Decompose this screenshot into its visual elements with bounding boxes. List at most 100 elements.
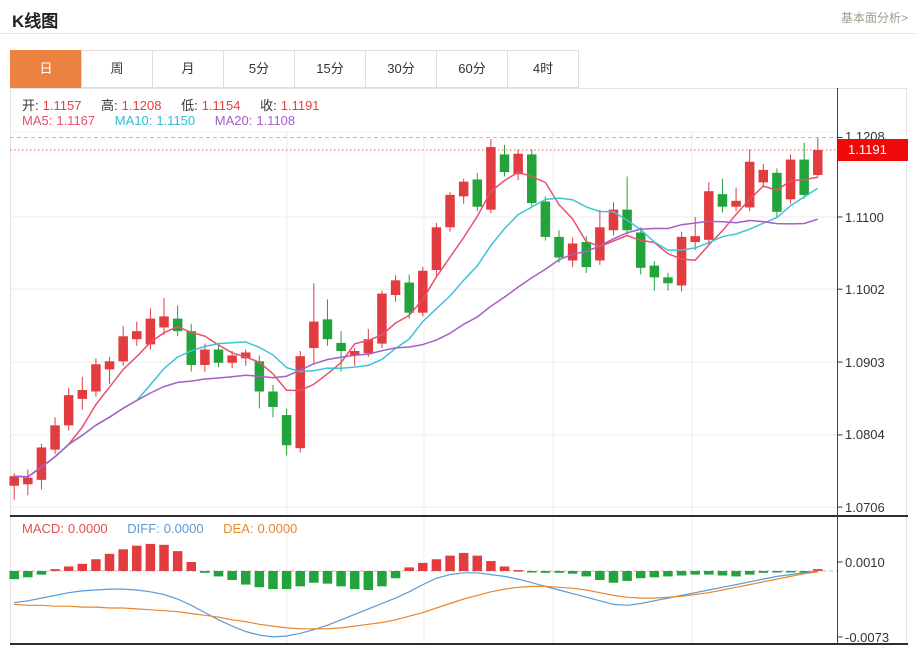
macd-bar-12[interactable] — [172, 551, 183, 571]
macd-bar-9[interactable] — [132, 545, 142, 571]
candle-49[interactable] — [676, 236, 687, 286]
candle-28[interactable] — [390, 280, 401, 296]
macd-bar-25[interactable] — [349, 571, 360, 590]
macd-bar-23[interactable] — [322, 571, 333, 584]
candle-37[interactable] — [513, 153, 523, 175]
candle-39[interactable] — [540, 201, 551, 237]
macd-bar-43[interactable] — [595, 571, 605, 581]
candle-7[interactable] — [104, 361, 115, 370]
candle-56[interactable] — [772, 172, 782, 212]
fundamental-analysis-link[interactable]: 基本面分析> — [840, 11, 908, 25]
macd-bar-11[interactable] — [159, 544, 169, 571]
candle-6[interactable] — [91, 364, 101, 392]
candle-55[interactable] — [758, 169, 769, 183]
candle-51[interactable] — [704, 191, 714, 240]
macd-bar-48[interactable] — [663, 571, 673, 577]
candle-9[interactable] — [132, 331, 142, 340]
candle-42[interactable] — [581, 242, 591, 268]
tab-4hour[interactable]: 4时 — [507, 50, 579, 88]
candle-11[interactable] — [159, 316, 169, 328]
candle-57[interactable] — [785, 159, 796, 200]
candle-52[interactable] — [717, 194, 728, 207]
macd-bar-42[interactable] — [581, 571, 591, 577]
candle-41[interactable] — [567, 243, 578, 261]
macd-bar-40[interactable] — [554, 571, 564, 573]
macd-bar-19[interactable] — [268, 571, 278, 590]
macd-bar-34[interactable] — [472, 555, 483, 571]
candle-0[interactable] — [9, 476, 19, 486]
candle-3[interactable] — [50, 425, 60, 450]
macd-bar-17[interactable] — [240, 571, 251, 585]
tab-60min[interactable]: 60分 — [436, 50, 508, 88]
candle-34[interactable] — [472, 179, 483, 207]
macd-bar-37[interactable] — [513, 570, 523, 572]
macd-bar-15[interactable] — [213, 571, 224, 577]
macd-bar-0[interactable] — [9, 571, 19, 580]
macd-bar-59[interactable] — [813, 569, 823, 571]
macd-bar-32[interactable] — [445, 555, 455, 571]
candle-46[interactable] — [635, 232, 646, 268]
macd-bar-35[interactable] — [486, 561, 496, 571]
tab-week[interactable]: 周 — [81, 50, 153, 88]
macd-bar-26[interactable] — [363, 571, 374, 590]
macd-bar-10[interactable] — [145, 543, 156, 571]
candle-1[interactable] — [23, 477, 33, 485]
macd-bar-21[interactable] — [295, 571, 305, 587]
macd-bar-24[interactable] — [336, 571, 346, 587]
macd-bar-57[interactable] — [785, 571, 796, 573]
macd-bar-47[interactable] — [649, 571, 660, 578]
candle-53[interactable] — [731, 200, 741, 207]
candle-23[interactable] — [322, 319, 333, 340]
candle-14[interactable] — [200, 349, 210, 365]
macd-bar-20[interactable] — [281, 571, 292, 590]
macd-bar-38[interactable] — [527, 571, 537, 573]
candle-29[interactable] — [404, 282, 414, 313]
candle-22[interactable] — [309, 321, 319, 349]
macd-bar-45[interactable] — [622, 571, 632, 581]
macd-bar-2[interactable] — [36, 571, 47, 575]
candle-15[interactable] — [213, 349, 224, 363]
macd-bar-54[interactable] — [744, 571, 755, 575]
macd-bar-14[interactable] — [200, 571, 210, 573]
tab-month[interactable]: 月 — [152, 50, 224, 88]
macd-bar-44[interactable] — [608, 571, 619, 583]
candle-59[interactable] — [813, 150, 823, 176]
candle-40[interactable] — [554, 236, 564, 258]
candle-16[interactable] — [227, 355, 237, 363]
candle-32[interactable] — [445, 194, 455, 228]
candle-48[interactable] — [663, 277, 673, 284]
macd-bar-27[interactable] — [377, 571, 387, 587]
candle-33[interactable] — [458, 181, 469, 197]
candle-58[interactable] — [799, 159, 809, 195]
macd-bar-8[interactable] — [118, 549, 128, 571]
candle-5[interactable] — [77, 390, 88, 399]
macd-bar-22[interactable] — [309, 571, 319, 583]
candle-17[interactable] — [240, 352, 251, 359]
macd-bar-4[interactable] — [63, 566, 74, 571]
candle-50[interactable] — [690, 236, 700, 243]
candle-8[interactable] — [118, 336, 128, 362]
candle-27[interactable] — [377, 293, 387, 344]
macd-bar-29[interactable] — [404, 567, 414, 571]
candle-44[interactable] — [608, 209, 619, 231]
macd-bar-56[interactable] — [772, 571, 782, 573]
candle-2[interactable] — [36, 447, 47, 480]
macd-bar-49[interactable] — [676, 571, 687, 576]
macd-bar-39[interactable] — [540, 571, 551, 573]
macd-bar-16[interactable] — [227, 571, 237, 581]
macd-bar-55[interactable] — [758, 571, 769, 573]
candle-24[interactable] — [336, 342, 346, 352]
tab-day[interactable]: 日 — [10, 50, 82, 88]
macd-bar-31[interactable] — [431, 559, 442, 571]
macd-bar-52[interactable] — [717, 571, 728, 576]
macd-bar-13[interactable] — [186, 561, 197, 571]
candle-47[interactable] — [649, 265, 660, 278]
candle-25[interactable] — [349, 351, 360, 356]
candle-30[interactable] — [418, 270, 428, 313]
tab-5min[interactable]: 5分 — [223, 50, 295, 88]
macd-bar-18[interactable] — [254, 571, 265, 588]
macd-bar-50[interactable] — [690, 571, 700, 575]
macd-bar-1[interactable] — [23, 571, 33, 578]
candle-26[interactable] — [363, 339, 374, 354]
